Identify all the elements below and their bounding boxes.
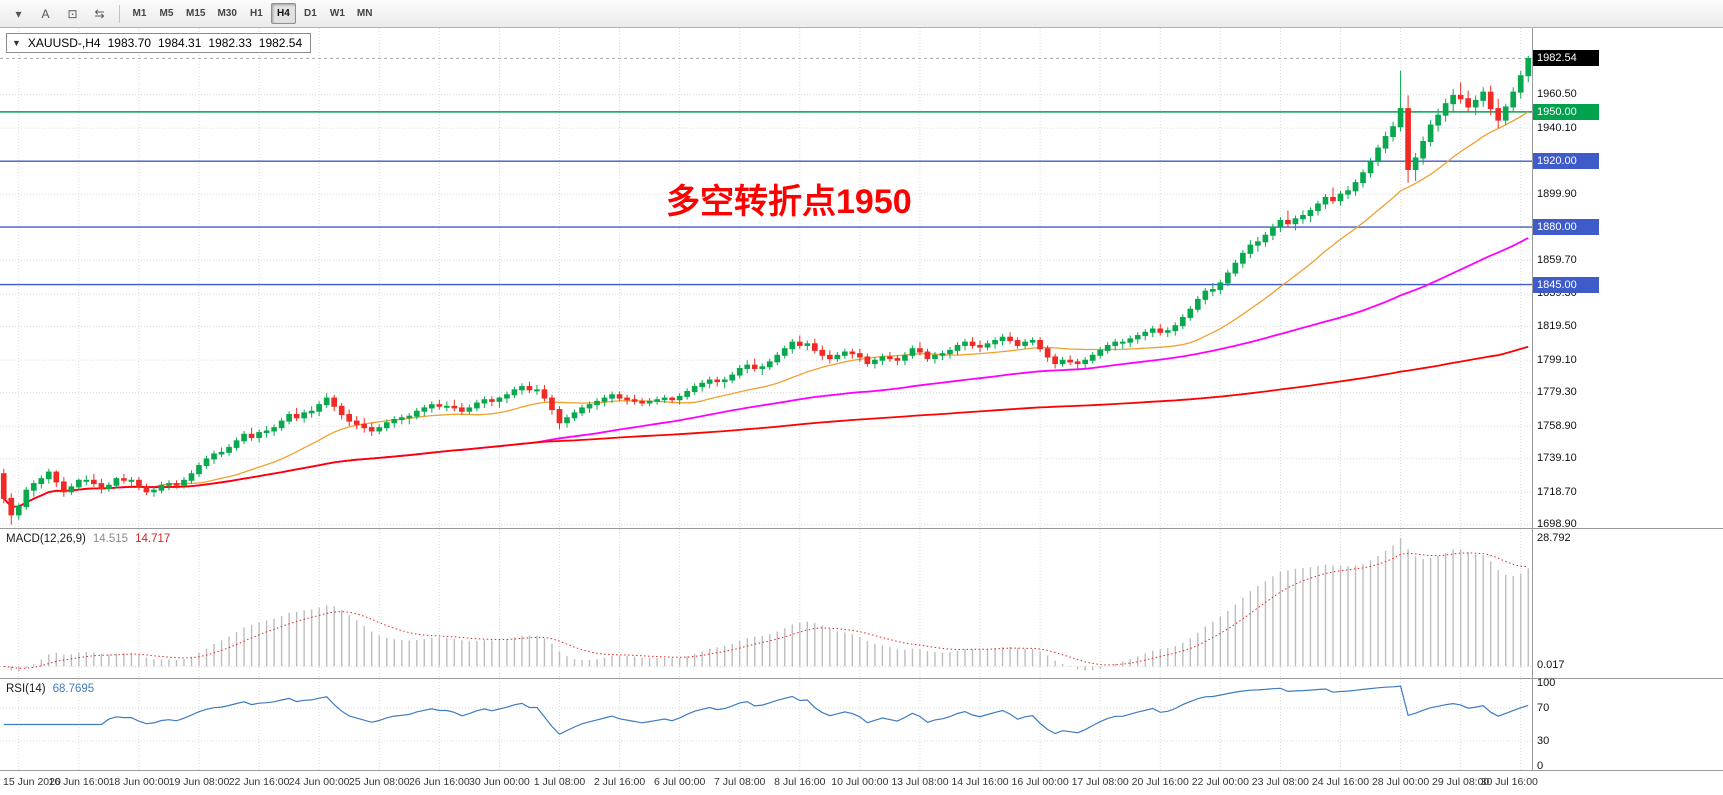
price-chart-canvas[interactable]	[0, 28, 1532, 528]
rsi-canvas[interactable]	[0, 679, 1532, 770]
time-axis-label: 22 Jun 16:00	[228, 776, 290, 788]
text-label-icon[interactable]: A	[33, 3, 58, 24]
ma-slow-line	[3, 345, 1529, 508]
price-scale-label: 1799.10	[1537, 353, 1577, 366]
time-axis-label: 16 Jul 00:00	[1011, 776, 1069, 788]
price-level-badge: 1880.00	[1533, 219, 1599, 235]
price-scale-label: 1819.50	[1537, 320, 1577, 333]
price-scale-label: 1758.90	[1537, 419, 1577, 432]
time-axis-label: 10 Jul 00:00	[831, 776, 889, 788]
macd-scale-label: 0.017	[1537, 659, 1565, 672]
time-axis-label: 20 Jul 16:00	[1131, 776, 1189, 788]
rsi-scale-label: 70	[1537, 701, 1550, 714]
time-axis-label: 28 Jul 00:00	[1371, 776, 1430, 788]
time-axis-label: 8 Jul 16:00	[774, 776, 826, 788]
price-scale[interactable]: 1960.50 1940.10 1899.90 1859.70 1839.30 1819.…	[1532, 28, 1599, 772]
macd-signal-line	[3, 552, 1529, 669]
price-level-badge: 1845.00	[1533, 276, 1599, 293]
timeframe-button-m30[interactable]: M30	[212, 3, 241, 24]
price-scale-label: 1940.10	[1537, 121, 1577, 134]
timeframe-button-d1[interactable]: D1	[298, 3, 323, 24]
macd-panel: MACD(12,26,9) 14.515 14.717	[0, 528, 1723, 678]
rsi-panel: RSI(14) 68.7695	[0, 678, 1723, 770]
timeframe-button-mn[interactable]: MN	[352, 3, 378, 24]
rsi-line	[3, 685, 1529, 735]
current-price-badge: 1982.54	[1533, 50, 1599, 67]
chart-window-icon[interactable]: ⊡	[60, 3, 85, 24]
timeframe-button-group: M1 M5 M15 M30 H1 H4 D1 W1 MN	[127, 3, 377, 24]
chart-annotation-text: 多空转折点1950	[666, 183, 912, 221]
ohlc-low-value: 1982.33	[208, 36, 252, 50]
price-scale-label: 1739.10	[1537, 452, 1577, 465]
time-axis-label: 24 Jul 16:00	[1311, 776, 1370, 788]
candlestick-down-series	[0, 82, 1502, 525]
toolbar: ▾ A ⊡ ⇆ M1 M5 M15 M30 H1 H4 D1 W1 MN	[0, 0, 1723, 28]
price-scale-label: 1718.70	[1537, 485, 1577, 498]
toolbar-separator	[119, 4, 120, 23]
price-panel: ▼ XAUUSD-,H4 1983.70 1984.31 1982.33 198…	[0, 28, 1723, 528]
rsi-name: RSI(14)	[6, 683, 46, 695]
time-axis-label: 16 Jun 16:00	[48, 776, 110, 788]
time-axis-label: 23 Jul 08:00	[1251, 776, 1310, 788]
toolbar-icon-group: ▾ A ⊡ ⇆	[6, 3, 112, 24]
chart-title-box: ▼ XAUUSD-,H4 1983.70 1984.31 1982.33 198…	[6, 33, 312, 53]
time-axis-label: 17 Jul 08:00	[1071, 776, 1129, 788]
time-axis-label: 18 Jun 00:00	[108, 776, 170, 788]
macd-main-value: 14.515	[92, 533, 129, 545]
macd-signal-value: 14.717	[135, 533, 171, 545]
chart-shift-icon[interactable]: ⇆	[87, 3, 112, 24]
time-axis-label: 25 Jun 08:00	[348, 776, 410, 788]
time-axis-label: 2 Jul 16:00	[593, 776, 646, 788]
timeframe-button-m5[interactable]: M5	[154, 3, 179, 24]
time-axis[interactable]: 15 Jun 2020 16 Jun 16:00 18 Jun 00:00 19 Ju…	[0, 770, 1723, 795]
rsi-value: 68.7695	[52, 683, 95, 695]
chart-area: ▼ XAUUSD-,H4 1983.70 1984.31 1982.33 198…	[0, 28, 1723, 795]
price-level-badge: 1920.00	[1533, 153, 1599, 170]
macd-histogram	[10, 538, 1529, 672]
macd-canvas[interactable]	[0, 529, 1532, 678]
one-click-trading-arrow-icon[interactable]: ▼	[12, 38, 21, 48]
ohlc-high-value: 1984.31	[158, 36, 202, 50]
candlestick-up-series	[15, 55, 1532, 520]
timeframe-button-w1[interactable]: W1	[325, 3, 350, 24]
rsi-scale-label: 100	[1537, 677, 1556, 689]
time-axis-label: 1 Jul 08:00	[533, 776, 586, 788]
price-scale-label: 1698.90	[1537, 518, 1577, 531]
time-axis-label: 24 Jun 00:00	[288, 776, 350, 788]
ma-fast-line	[3, 111, 1529, 508]
price-level-badge: 1950.00	[1533, 103, 1599, 120]
rsi-scale-label: 0	[1537, 760, 1544, 772]
price-scale-label: 1960.50	[1537, 88, 1577, 101]
macd-name: MACD(12,26,9)	[6, 533, 86, 545]
time-axis-label: 26 Jun 16:00	[408, 776, 470, 788]
symbol-timeframe-label: XAUUSD-,H4	[27, 36, 101, 50]
time-axis-label: 15 Jun 2020	[3, 776, 61, 788]
time-axis-label: 7 Jul 08:00	[714, 776, 766, 788]
timeframe-button-h1[interactable]: H1	[244, 3, 269, 24]
rsi-scale-label: 30	[1537, 735, 1550, 748]
time-axis-label: 6 Jul 00:00	[653, 776, 706, 788]
price-scale-label: 1899.90	[1537, 187, 1577, 200]
time-axis-label: 30 Jul 16:00	[1480, 776, 1538, 788]
timeframe-button-m15[interactable]: M15	[181, 3, 210, 24]
time-axis-label: 29 Jul 08:00	[1432, 776, 1490, 788]
time-axis-label: 14 Jul 16:00	[951, 776, 1009, 788]
price-scale-label: 1859.70	[1537, 253, 1577, 266]
time-axis-label: 19 Jun 08:00	[168, 776, 230, 788]
ma-mid-line	[3, 237, 1529, 508]
timeframe-button-m1[interactable]: M1	[127, 3, 152, 24]
ohlc-open-value: 1983.70	[107, 36, 151, 50]
rsi-indicator-label: RSI(14) 68.7695	[6, 683, 95, 695]
price-scale-label: 1779.30	[1537, 386, 1577, 399]
time-axis-label: 22 Jul 00:00	[1191, 776, 1249, 788]
time-axis-label: 30 Jun 00:00	[469, 776, 530, 788]
macd-indicator-label: MACD(12,26,9) 14.515 14.717	[6, 533, 171, 545]
macd-scale-label: 28.792	[1537, 532, 1571, 544]
ohlc-close-value: 1982.54	[258, 36, 303, 50]
time-axis-label: 13 Jul 08:00	[891, 776, 949, 788]
dropdown-arrow-icon[interactable]: ▾	[6, 3, 31, 24]
timeframe-button-h4[interactable]: H4	[270, 3, 296, 24]
